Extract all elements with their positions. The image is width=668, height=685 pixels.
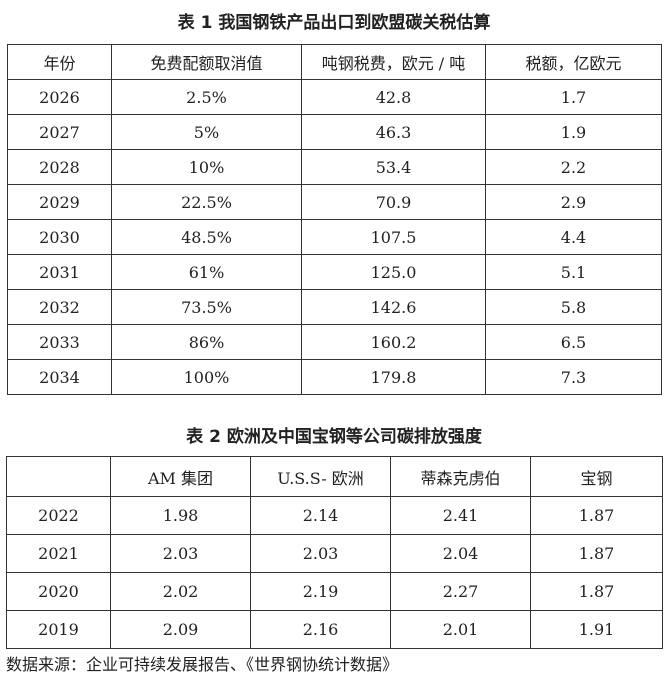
table-row: 2027 5% 46.3 1.9	[7, 114, 662, 150]
table2-title: 表 2 欧洲及中国宝钢等公司碳排放强度	[186, 427, 482, 447]
baosteel-cell: 1.87	[530, 534, 663, 573]
table1-title: 表 1 我国钢铁产品出口到欧盟碳关税估算	[177, 13, 491, 33]
tax-cell: 2.2	[485, 149, 662, 185]
per-ton-cell: 160.2	[301, 324, 486, 360]
thyssenkrupp-cell: 2.41	[390, 496, 531, 535]
header-cell: 宝钢	[530, 456, 663, 497]
table-header-row: 年份 免费配额取消值 吨钢税费，欧元 / 吨 税额，亿欧元	[7, 44, 662, 80]
tax-cell: 5.8	[485, 289, 662, 325]
table-row: 2022 1.98 2.14 2.41 1.87	[6, 496, 663, 535]
year-cell: 2022	[6, 496, 111, 535]
year-cell: 2019	[6, 610, 111, 649]
year-cell: 2034	[7, 359, 112, 395]
am-cell: 2.09	[110, 610, 251, 649]
per-ton-cell: 46.3	[301, 114, 486, 150]
am-cell: 2.03	[110, 534, 251, 573]
table-row: 2020 2.02 2.19 2.27 1.87	[6, 572, 663, 611]
table-row: 2026 2.5% 42.8 1.7	[7, 79, 662, 115]
quota-cell: 61%	[111, 254, 302, 290]
year-cell: 2026	[7, 79, 112, 115]
uss-cell: 2.19	[250, 572, 391, 611]
per-ton-cell: 70.9	[301, 184, 486, 220]
quota-cell: 2.5%	[111, 79, 302, 115]
quota-cell: 73.5%	[111, 289, 302, 325]
per-ton-cell: 125.0	[301, 254, 486, 290]
thyssenkrupp-cell: 2.27	[390, 572, 531, 611]
year-cell: 2032	[7, 289, 112, 325]
tax-cell: 6.5	[485, 324, 662, 360]
table-row: 2033 86% 160.2 6.5	[7, 324, 662, 360]
tax-cell: 2.9	[485, 184, 662, 220]
tax-cell: 1.7	[485, 79, 662, 115]
quota-cell: 86%	[111, 324, 302, 360]
quota-cell: 10%	[111, 149, 302, 185]
header-cell: 吨钢税费，欧元 / 吨	[301, 44, 486, 80]
carbon-tariff-table: 年份 免费配额取消值 吨钢税费，欧元 / 吨 税额，亿欧元 2026 2.5% …	[7, 44, 662, 395]
table-row: 2032 73.5% 142.6 5.8	[7, 289, 662, 325]
table-row: 2030 48.5% 107.5 4.4	[7, 219, 662, 255]
baosteel-cell: 1.87	[530, 572, 663, 611]
table-row: 2028 10% 53.4 2.2	[7, 149, 662, 185]
year-cell: 2029	[7, 184, 112, 220]
tax-cell: 4.4	[485, 219, 662, 255]
thyssenkrupp-cell: 2.01	[390, 610, 531, 649]
table-row: 2034 100% 179.8 7.3	[7, 359, 662, 395]
uss-cell: 2.14	[250, 496, 391, 535]
year-cell: 2030	[7, 219, 112, 255]
thyssenkrupp-cell: 2.04	[390, 534, 531, 573]
tax-cell: 5.1	[485, 254, 662, 290]
year-cell: 2028	[7, 149, 112, 185]
table-row: 2021 2.03 2.03 2.04 1.87	[6, 534, 663, 573]
year-cell: 2020	[6, 572, 111, 611]
baosteel-cell: 1.87	[530, 496, 663, 535]
header-cell: AM 集团	[110, 456, 251, 497]
quota-cell: 22.5%	[111, 184, 302, 220]
table-header-row: AM 集团 U.S.S- 欧洲 蒂森克虏伯 宝钢	[6, 456, 663, 497]
per-ton-cell: 179.8	[301, 359, 486, 395]
table-row: 2029 22.5% 70.9 2.9	[7, 184, 662, 220]
per-ton-cell: 142.6	[301, 289, 486, 325]
baosteel-cell: 1.91	[530, 610, 663, 649]
am-cell: 2.02	[110, 572, 251, 611]
tax-cell: 1.9	[485, 114, 662, 150]
year-cell: 2027	[7, 114, 112, 150]
quota-cell: 48.5%	[111, 219, 302, 255]
year-cell: 2031	[7, 254, 112, 290]
header-cell: U.S.S- 欧洲	[250, 456, 391, 497]
data-source-note: 数据来源：企业可持续发展报告、《世界钢协统计数据》	[6, 655, 399, 674]
header-cell: 免费配额取消值	[111, 44, 302, 80]
table-row: 2019 2.09 2.16 2.01 1.91	[6, 610, 663, 649]
per-ton-cell: 42.8	[301, 79, 486, 115]
table-row: 2031 61% 125.0 5.1	[7, 254, 662, 290]
am-cell: 1.98	[110, 496, 251, 535]
year-cell: 2021	[6, 534, 111, 573]
uss-cell: 2.03	[250, 534, 391, 573]
per-ton-cell: 107.5	[301, 219, 486, 255]
quota-cell: 100%	[111, 359, 302, 395]
header-cell: 年份	[7, 44, 112, 80]
header-cell: 蒂森克虏伯	[390, 456, 531, 497]
header-cell	[6, 456, 111, 497]
year-cell: 2033	[7, 324, 112, 360]
carbon-intensity-table: AM 集团 U.S.S- 欧洲 蒂森克虏伯 宝钢 2022 1.98 2.14 …	[6, 456, 663, 649]
per-ton-cell: 53.4	[301, 149, 486, 185]
quota-cell: 5%	[111, 114, 302, 150]
header-cell: 税额，亿欧元	[485, 44, 662, 80]
tax-cell: 7.3	[485, 359, 662, 395]
uss-cell: 2.16	[250, 610, 391, 649]
